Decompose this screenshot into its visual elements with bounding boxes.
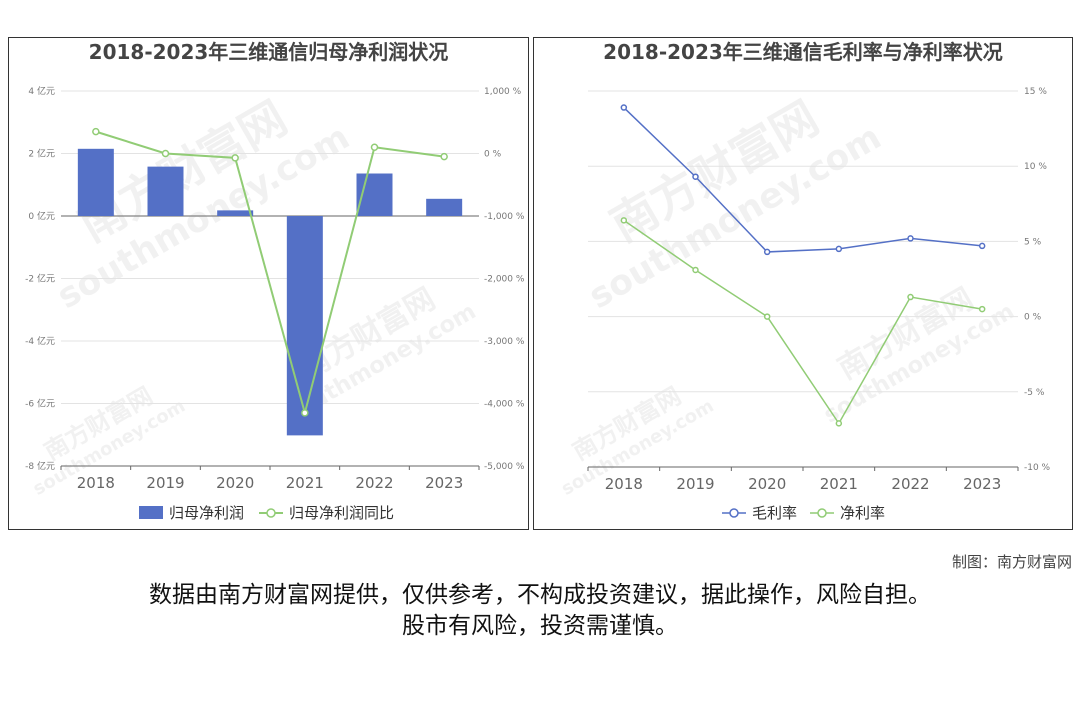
x-tick-label: 2023 [425,474,463,492]
x-tick-label: 2022 [355,474,393,492]
y-right-tick-label: 10 % [1024,162,1047,172]
series-0-point-2019 [692,173,699,180]
margin-chart-panel: 2018-2023年三维通信毛利率与净利率状况 南方财富网 southmoney.… [533,37,1073,530]
series-0-point-2023 [978,242,986,250]
series-1-point-2020 [763,313,771,320]
y-right-tick-label: 5 % [1024,237,1042,247]
x-tick-label: 2019 [146,474,184,492]
yoy-point-2021 [301,409,309,417]
series-0-point-2022 [907,235,914,242]
yoy-point-2020 [231,154,239,162]
y-right-tick-label: -4,000 % [484,400,525,410]
x-tick-label: 2020 [748,475,786,493]
margin-chart: 南方财富网southmoney.com南方财富网southmoney.com南方… [558,87,1051,522]
y-left-tick-label: -2 亿元 [25,273,55,285]
bar-2023 [426,198,463,216]
legend-marker-1 [817,508,827,518]
y-right-tick-label: 0 % [484,150,502,160]
legend-marker-0 [729,508,739,518]
y-left-tick-label: 2 亿元 [28,148,55,160]
x-tick-label: 2019 [676,475,714,493]
x-tick-label: 2020 [216,474,254,492]
series-0-point-2021 [835,245,843,253]
profit-chart-title: 2018-2023年三维通信归母净利润状况 [88,40,449,64]
y-right-tick-label: -3,000 % [484,337,525,347]
y-right-tick-label: -2,000 % [484,275,525,285]
legend-label-1: 净利率 [840,504,885,522]
watermark: 南方财富网southmoney.com南方财富网southmoney.com南方… [558,91,1019,500]
y-right-tick-label: -5,000 % [484,462,525,472]
disclaimer: 数据由南方财富网提供，仅供参考，不构成投资建议，据此操作，风险自担。 股市有风险… [0,580,1080,642]
profit-chart: 南方财富网southmoney.com南方财富网southmoney.com南方… [25,85,525,522]
legend-swatch-bar [139,506,163,519]
series-1-point-2022 [907,293,914,301]
yoy-point-2022 [370,143,379,151]
series-line-1 [623,219,983,425]
legend-label-line: 归母净利润同比 [289,504,394,522]
legend-label-bar: 归母净利润 [169,504,244,522]
legend-swatch-marker [266,508,276,518]
series-1-point-2019 [692,266,699,274]
y-right-tick-label: 1,000 % [484,87,522,97]
series-1-point-2023 [978,305,986,313]
y-right-tick-label: -10 % [1024,463,1051,473]
margin-chart-title: 2018-2023年三维通信毛利率与净利率状况 [603,40,1003,64]
yoy-point-2019 [161,149,170,158]
series-0-point-2020 [763,248,771,256]
x-tick-label: 2021 [820,475,858,493]
disclaimer-line-1: 数据由南方财富网提供，仅供参考，不构成投资建议，据此操作，风险自担。 [149,582,931,608]
series-line-0 [623,107,983,253]
x-tick-label: 2023 [963,475,1001,493]
y-right-tick-label: -1,000 % [484,212,525,222]
x-tick-label: 2018 [77,474,115,492]
bar-2019 [147,166,184,216]
x-tick-label: 2022 [891,475,929,493]
disclaimer-line-2: 股市有风险，投资需谨慎。 [402,613,678,639]
x-tick-label: 2018 [605,475,643,493]
series-1-point-2018 [620,217,628,224]
profit-chart-panel: 2018-2023年三维通信归母净利润状况 南方财富网southmoney.co… [8,37,529,530]
legend-label-0: 毛利率 [752,504,797,522]
bar-2021 [286,216,323,436]
y-left-tick-label: -4 亿元 [25,335,55,347]
yoy-line [95,130,445,417]
y-right-tick-label: 0 % [1024,313,1042,323]
y-left-tick-label: 0 亿元 [28,210,55,222]
y-left-tick-label: -8 亿元 [25,460,55,472]
bar-2020 [217,210,254,216]
y-right-tick-label: 15 % [1024,87,1047,97]
bar-2018 [77,148,114,216]
series-1-point-2021 [835,420,843,427]
yoy-point-2023 [440,152,448,161]
y-right-tick-label: -5 % [1024,388,1045,398]
series-0-point-2018 [620,104,628,111]
y-left-tick-label: -6 亿元 [25,398,55,410]
y-left-tick-label: 4 亿元 [28,85,55,97]
chart-credit: 制图：南方财富网 [951,553,1072,571]
x-tick-label: 2021 [286,474,324,492]
yoy-point-2018 [92,127,100,136]
